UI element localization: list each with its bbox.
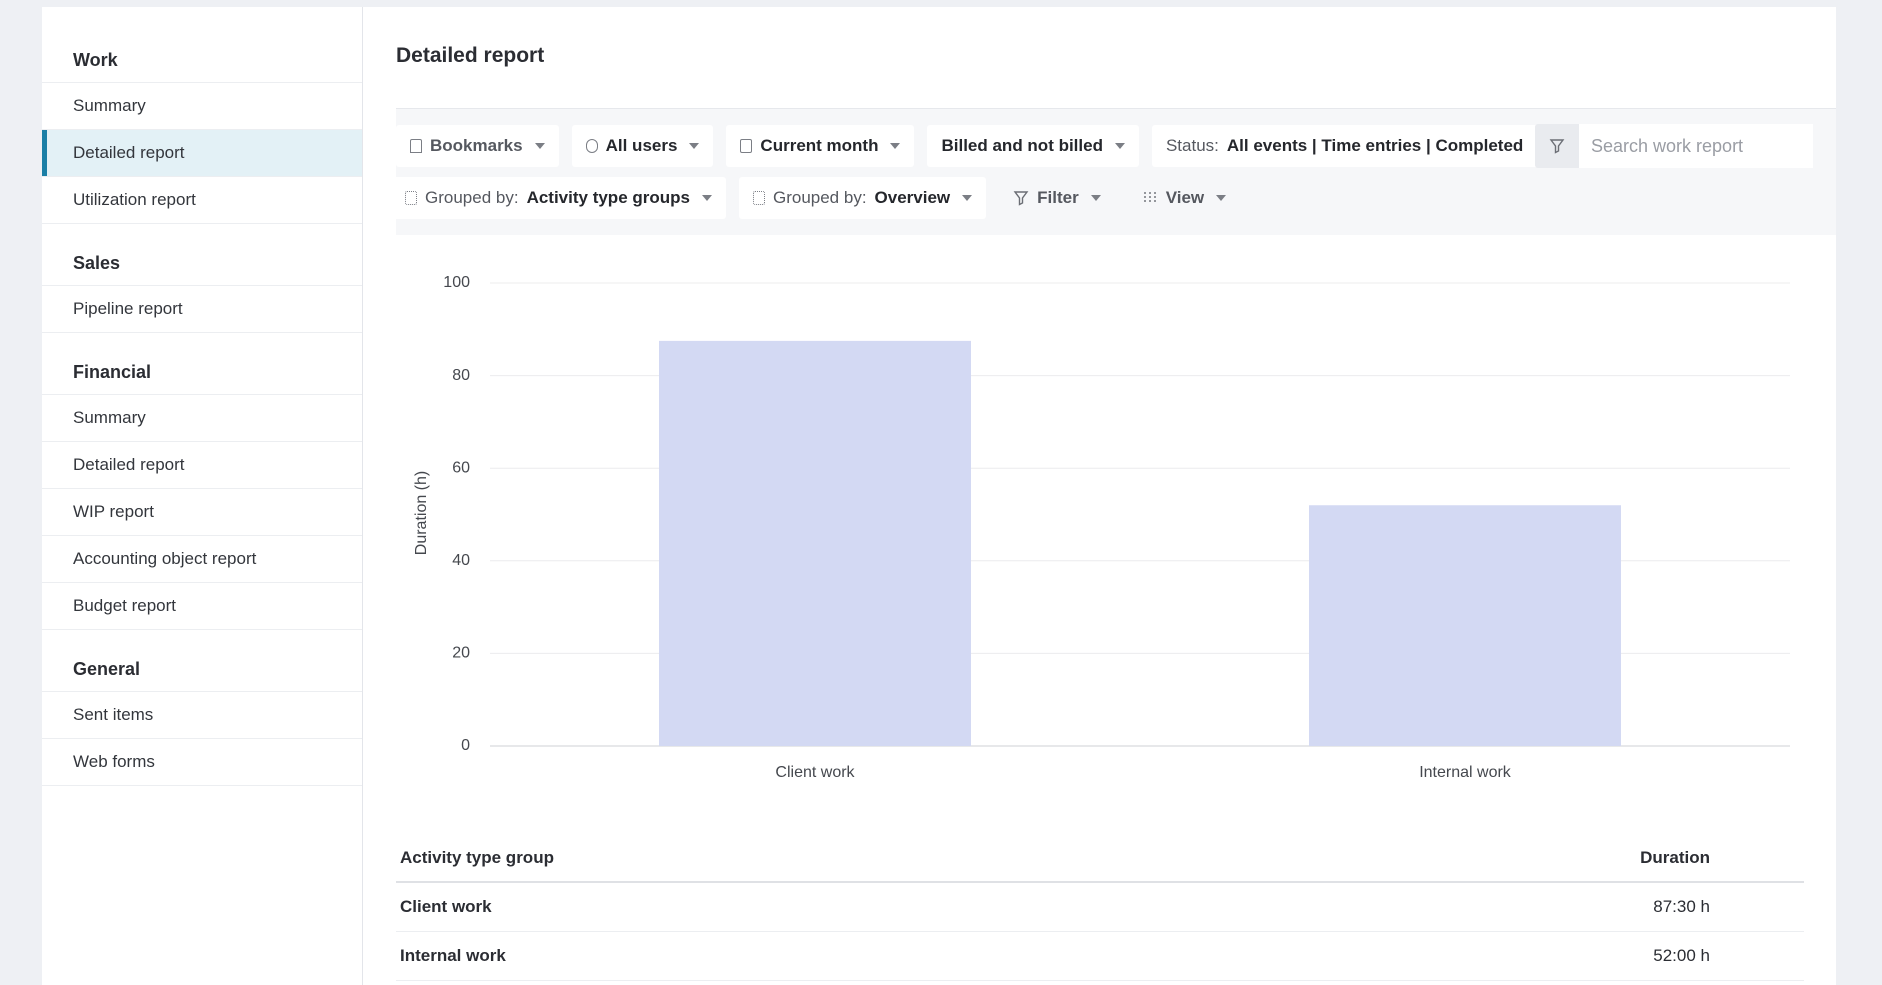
y-tick-label: 0 [461, 737, 470, 754]
y-tick-label: 60 [452, 459, 470, 476]
y-tick-label: 20 [452, 645, 470, 662]
nav-item[interactable]: Accounting object report [42, 536, 362, 583]
nav-item[interactable]: Summary [42, 395, 362, 442]
status-button[interactable]: Status: All events | Time entries | Compl… [1151, 125, 1560, 167]
page-title: Detailed report [396, 44, 545, 67]
label: Status: [1165, 136, 1219, 155]
y-tick-label: 40 [452, 552, 470, 569]
bar [659, 340, 971, 746]
label: Filter [1037, 188, 1079, 207]
filter-icon-button[interactable] [1535, 124, 1579, 168]
section-title: Financial [42, 350, 362, 395]
billing-button[interactable]: Billed and not billed [927, 125, 1139, 167]
users-button[interactable]: All users [571, 125, 714, 167]
y-axis-label: Duration (h) [413, 471, 430, 555]
value: Overview [874, 188, 951, 207]
label: Current month [760, 136, 879, 155]
filter-bar: Bookmarks All users Current month Billed… [391, 108, 1836, 235]
cell: Client work [400, 897, 492, 916]
sidebar-list: Work Summary Detailed report Utilization re… [42, 38, 362, 786]
nav-item[interactable]: Web forms [42, 739, 362, 786]
filter-row: Grouped by: Activity type groups Grouped … [391, 177, 1240, 219]
section-title: Sales [42, 241, 362, 286]
label: Bookmarks [430, 136, 523, 155]
bar [1309, 505, 1621, 746]
nav-item[interactable]: Detailed report [42, 442, 362, 489]
nav-item[interactable]: WIP report [42, 489, 362, 536]
section-title: Work [42, 38, 362, 83]
sidebar: Work Summary Detailed report Utilization re… [42, 7, 363, 985]
table: Activity type group Duration Client work… [396, 835, 1804, 981]
nav-item[interactable]: Detailed report [42, 130, 362, 177]
nav-item[interactable]: Utilization report [42, 177, 362, 224]
nav-item[interactable]: Budget report [42, 583, 362, 630]
funnel-icon [1013, 191, 1029, 206]
view-button[interactable]: View [1128, 177, 1240, 219]
nav-item[interactable]: Sent items [42, 692, 362, 739]
value: All events | Time entries | Completed [1226, 136, 1524, 155]
section-title: General [42, 647, 362, 692]
nav-item[interactable]: Summary [42, 83, 362, 130]
filter-row: Bookmarks All users Current month Billed… [396, 125, 1560, 167]
x-tick-label: Client work [775, 764, 855, 781]
table-row[interactable]: Client work 87:30 h [396, 883, 1804, 932]
chart: Duration (h) 0 20 40 60 80 100 Client work Inte… [413, 274, 1790, 781]
group-button[interactable]: Grouped by: Overview [738, 177, 987, 219]
nav-item[interactable]: Pipeline report [42, 286, 362, 333]
cell: Internal work [400, 946, 506, 965]
search-input[interactable]: Search work report [1579, 124, 1813, 168]
value: Activity type groups [526, 188, 690, 207]
period-button[interactable]: Current month [726, 125, 915, 167]
label: All users [605, 136, 678, 155]
y-tick-label: 100 [443, 274, 470, 291]
column-header: Duration [1640, 848, 1710, 867]
cell: 52:00 h [1653, 946, 1710, 965]
funnel-icon [1549, 139, 1565, 154]
y-tick-label: 80 [452, 367, 470, 384]
label: View [1165, 188, 1205, 207]
label: Grouped by: [772, 188, 867, 207]
x-tick-label: Internal work [1419, 764, 1512, 781]
bookmarks-button[interactable]: Bookmarks [396, 125, 559, 167]
table-header: Activity type group Duration [396, 835, 1804, 883]
search: Search work report [1535, 124, 1813, 168]
label: Billed and not billed [941, 136, 1103, 155]
group-button[interactable]: Grouped by: Activity type groups [391, 177, 726, 219]
label: Grouped by: [425, 188, 519, 207]
cell: 87:30 h [1653, 897, 1710, 916]
table-row[interactable]: Internal work 52:00 h [396, 932, 1804, 981]
sliders-icon [1144, 192, 1156, 204]
column-header: Activity type group [400, 848, 554, 867]
filter-button[interactable]: Filter [999, 177, 1115, 219]
